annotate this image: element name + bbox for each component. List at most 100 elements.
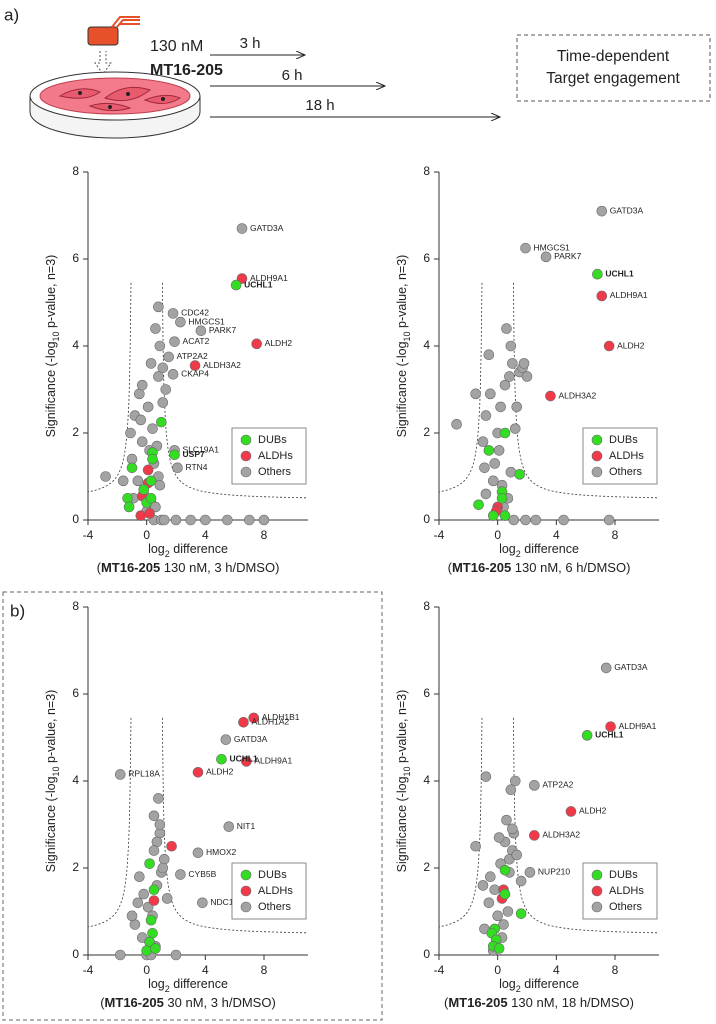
y-axis-label: Significance (-log10 p-value, n=3) — [395, 255, 412, 438]
y-axis-label: Significance (-log10 p-value, n=3) — [44, 255, 61, 438]
point — [509, 775, 521, 787]
point — [487, 510, 499, 521]
y-tick-label: 2 — [423, 860, 430, 874]
point — [222, 514, 233, 526]
point-label: ALDH2 — [206, 767, 234, 777]
point — [473, 499, 484, 511]
point-label: HMOX2 — [206, 847, 237, 857]
y-tick-label: 4 — [423, 338, 430, 352]
caption-compound: MT16-205 — [452, 560, 511, 575]
point-label: PARK7 — [554, 251, 582, 261]
point — [241, 756, 252, 767]
point — [515, 908, 527, 919]
legend-label: ALDHs — [609, 450, 644, 462]
point — [480, 410, 492, 421]
point-label: HMGCS1 — [188, 316, 225, 326]
legend-label: ALDHs — [609, 885, 644, 897]
point — [148, 895, 160, 906]
label-text: log — [148, 977, 165, 991]
point — [141, 945, 152, 956]
caption-compound: MT16-205 — [448, 995, 507, 1010]
point — [244, 514, 255, 526]
point-label: ATP2A2 — [177, 351, 208, 361]
legend-label: ALDHs — [258, 450, 293, 462]
point — [157, 362, 169, 374]
point — [505, 340, 517, 352]
point — [145, 914, 157, 926]
caption: (MT16-205 130 nM, 3 h/DMSO) — [97, 560, 280, 575]
point — [100, 471, 111, 482]
label-text: difference — [170, 542, 228, 556]
point — [530, 514, 542, 526]
label-text: difference — [170, 977, 228, 991]
x-tick-label: 8 — [261, 528, 268, 542]
point — [483, 349, 495, 361]
x-tick-label: 0 — [494, 963, 501, 977]
legend-label: Others — [258, 901, 292, 913]
point — [600, 662, 612, 674]
point — [156, 416, 167, 428]
y-tick-label: 8 — [72, 599, 79, 613]
x-axis-label: log2 difference — [499, 977, 579, 994]
point — [499, 888, 511, 900]
point — [483, 897, 495, 909]
point — [144, 858, 155, 869]
point — [154, 819, 166, 830]
point — [189, 360, 201, 371]
point — [145, 475, 157, 487]
y-tick-label: 2 — [72, 860, 79, 874]
legend-marker — [240, 885, 252, 897]
point-label: NDC1 — [210, 897, 233, 907]
point — [529, 780, 540, 791]
point — [132, 475, 144, 487]
point — [134, 871, 145, 883]
point — [545, 390, 556, 402]
point — [148, 810, 160, 822]
point-label: GATD3A — [614, 662, 648, 672]
y-tick-label: 2 — [72, 425, 79, 439]
y-tick-label: 6 — [423, 251, 430, 265]
point — [498, 919, 509, 930]
legend-label: DUBs — [258, 869, 287, 881]
label-text: Significance (-log — [44, 341, 58, 437]
point — [521, 371, 533, 382]
label-text: p-value, n=3) — [44, 690, 58, 767]
point — [495, 401, 506, 413]
point — [154, 340, 166, 352]
point-label: ALDH2 — [265, 338, 293, 348]
point — [480, 771, 492, 782]
label-text: Significance (-log — [395, 776, 409, 872]
point — [170, 514, 182, 526]
point — [499, 510, 511, 521]
threshold-curve — [162, 282, 308, 499]
point — [505, 466, 517, 478]
point-label: UCHL1 — [229, 754, 258, 764]
legend-label: Others — [258, 466, 292, 478]
y-tick-label: 8 — [423, 599, 430, 613]
point-label: USP7 — [183, 449, 205, 459]
point — [144, 508, 155, 519]
point — [540, 251, 552, 263]
point — [150, 323, 161, 334]
point-label: CKAP4 — [181, 369, 209, 379]
point — [114, 769, 126, 780]
label-text: log — [499, 977, 516, 991]
y-tick-label: 0 — [423, 512, 430, 526]
legend-label: ALDHs — [258, 885, 293, 897]
y-tick-label: 4 — [72, 773, 79, 787]
point — [170, 949, 182, 961]
legend-marker — [591, 869, 603, 881]
legend-marker — [240, 450, 252, 462]
x-tick-label: -4 — [83, 528, 94, 542]
point — [518, 358, 530, 369]
y-tick-label: 0 — [72, 947, 79, 961]
point — [223, 821, 235, 832]
point — [477, 880, 489, 891]
caption-compound: MT16-205 — [101, 560, 160, 575]
point — [515, 875, 527, 887]
threshold-curve — [513, 717, 659, 934]
x-tick-label: 4 — [202, 528, 209, 542]
point — [166, 840, 177, 852]
point — [125, 427, 136, 439]
point — [148, 884, 160, 896]
